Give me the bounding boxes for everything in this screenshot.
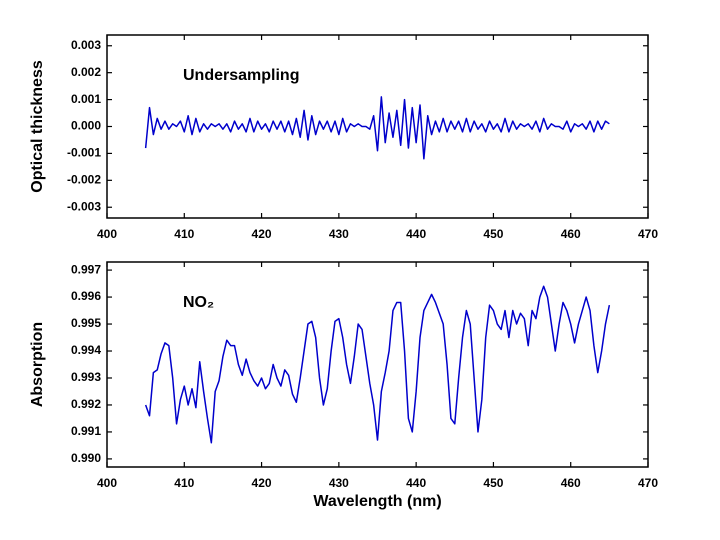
x-tick-label: 410: [174, 476, 194, 490]
x-axis-label: Wavelength (nm): [313, 493, 441, 510]
y-tick-label: 0.993: [71, 370, 101, 384]
x-tick-label: 430: [329, 227, 349, 241]
x-tick-label: 420: [252, 476, 272, 490]
x-tick-label: 440: [406, 227, 426, 241]
x-tick-label: 410: [174, 227, 194, 241]
y-tick-label: 0.990: [71, 451, 101, 465]
x-tick-label: 430: [329, 476, 349, 490]
y-tick-label: 0.001: [71, 92, 101, 106]
y-axis-label: Optical thickness: [29, 60, 46, 193]
x-tick-label: 450: [483, 227, 503, 241]
x-tick-label: 450: [483, 476, 503, 490]
y-tick-label: 0.994: [71, 343, 101, 357]
data-line: [144, 285, 611, 444]
x-tick-label: 400: [97, 227, 117, 241]
data-line: [144, 96, 610, 160]
x-tick-label: 470: [638, 227, 658, 241]
y-tick-label: 0.003: [71, 38, 101, 52]
y-tick-label: 0.997: [71, 262, 101, 276]
x-tick-label: 470: [638, 476, 658, 490]
x-tick-label: 460: [561, 227, 581, 241]
x-tick-label: 460: [561, 476, 581, 490]
y-axis-label: Absorption: [29, 322, 46, 407]
y-tick-label: 0.002: [71, 65, 101, 79]
y-tick-label: -0.003: [67, 199, 101, 213]
y-tick-label: -0.001: [67, 146, 101, 160]
annotation: Undersampling: [183, 67, 299, 84]
y-tick-label: 0.992: [71, 397, 101, 411]
plot-frame: [106, 34, 649, 219]
y-tick-label: 0.000: [71, 119, 101, 133]
y-tick-label: 0.991: [71, 424, 101, 438]
x-tick-label: 420: [252, 227, 272, 241]
y-tick-label: 0.995: [71, 316, 101, 330]
annotation: NO₂: [183, 294, 214, 311]
x-tick-label: 440: [406, 476, 426, 490]
y-tick-label: 0.996: [71, 289, 101, 303]
x-tick-label: 400: [97, 476, 117, 490]
plot-frame: [106, 261, 649, 468]
y-tick-label: -0.002: [67, 172, 101, 186]
